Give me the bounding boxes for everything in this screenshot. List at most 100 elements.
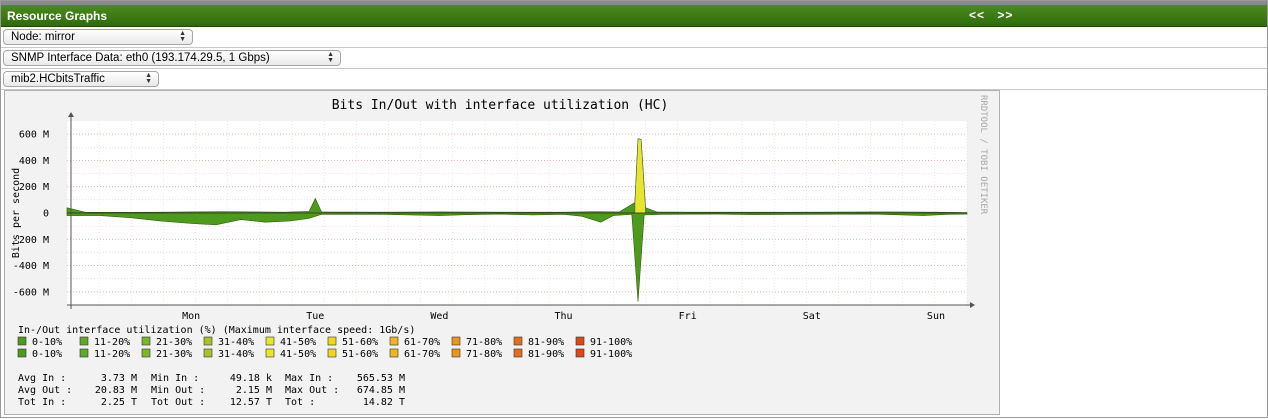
stat-value: 2.25 T xyxy=(101,397,137,408)
legend-label: 81-90% xyxy=(528,337,564,348)
legend-swatch xyxy=(513,336,523,346)
x-tick-label: Fri xyxy=(679,311,697,322)
x-tick-labels: Mon Tue Wed Thu Fri Sat Sun xyxy=(182,311,945,322)
legend-label: 61-70% xyxy=(404,337,440,348)
legend-swatch xyxy=(451,348,461,358)
stat-value: 14.82 T xyxy=(363,397,405,408)
legend-swatch xyxy=(141,336,151,346)
y-tick-label: 600 M xyxy=(19,130,49,141)
legend-swatch xyxy=(79,348,89,358)
legend-label: 91-100% xyxy=(590,337,632,348)
y-axis-arrow xyxy=(68,112,74,117)
legend-label: 51-60% xyxy=(342,337,378,348)
interface-select[interactable]: SNMP Interface Data: eth0 (193.174.29.5,… xyxy=(3,50,341,66)
panel-titlebar: Resource Graphs << >> xyxy=(1,5,1267,27)
series-area-out xyxy=(66,212,968,302)
legend-label: 41-50% xyxy=(280,337,316,348)
legend-swatch xyxy=(451,336,461,346)
stat-value: 49.18 k xyxy=(230,373,272,384)
legend-swatch xyxy=(575,336,585,346)
node-select-row: Node: mirror ▲ ▼ xyxy=(1,27,1267,48)
select-arrows-icon: ▲ ▼ xyxy=(327,51,334,64)
interface-select-row: SNMP Interface Data: eth0 (193.174.29.5,… xyxy=(1,48,1267,69)
stat-value: 20.83 M xyxy=(95,385,137,396)
graph-navigation: << >> xyxy=(969,8,1021,22)
previous-button[interactable]: << xyxy=(969,8,986,22)
rrd-graph-canvas: Bits In/Out with interface utilization (… xyxy=(11,95,988,408)
x-tick-label: Wed xyxy=(430,311,448,322)
legend-swatch xyxy=(17,348,27,358)
legend-swatch xyxy=(17,336,27,346)
panel-title: Resource Graphs xyxy=(7,9,108,23)
x-axis-arrow xyxy=(970,302,975,308)
stat-label: Tot In : xyxy=(18,397,66,408)
rrdtool-watermark: RRDTOOL / TOBI OETIKER xyxy=(978,95,988,215)
x-tick-label: Thu xyxy=(555,311,573,322)
node-select-value: Node: mirror xyxy=(11,31,75,43)
legend-swatch xyxy=(141,348,151,358)
y-tick-label: 200 M xyxy=(19,182,49,193)
legend-label: 0-10% xyxy=(32,337,62,348)
legend-label: 61-70% xyxy=(404,349,440,360)
legend-label: 31-40% xyxy=(218,337,254,348)
y-tick-label: -600 M xyxy=(13,287,49,298)
legend-label: 31-40% xyxy=(218,349,254,360)
legend-header: In-/Out interface utilization (%) (Maxim… xyxy=(18,325,415,336)
stat-label: Avg Out : xyxy=(18,385,72,396)
interface-select-value: SNMP Interface Data: eth0 (193.174.29.5,… xyxy=(11,52,270,64)
legend-label: 0-10% xyxy=(32,349,62,360)
next-button[interactable]: >> xyxy=(997,8,1014,22)
legend-label: 11-20% xyxy=(94,337,130,348)
x-tick-label: Tue xyxy=(306,311,324,322)
legend: In-/Out interface utilization (%) (Maxim… xyxy=(17,325,632,360)
x-tick-label: Sat xyxy=(803,311,821,322)
legend-swatch xyxy=(265,336,275,346)
legend-label: 51-60% xyxy=(342,349,378,360)
node-select[interactable]: Node: mirror ▲ ▼ xyxy=(3,29,193,45)
stat-label: Max In : xyxy=(285,373,333,384)
stat-label: Avg In : xyxy=(18,373,66,384)
legend-swatch xyxy=(203,336,213,346)
metric-select[interactable]: mib2.HCbitsTraffic ▲ ▼ xyxy=(3,71,159,87)
window-top-border xyxy=(1,1,1267,5)
legend-swatch xyxy=(389,348,399,358)
legend-swatch xyxy=(265,348,275,358)
y-tick-label: 400 M xyxy=(19,156,49,167)
stat-label: Min In : xyxy=(151,373,199,384)
axes xyxy=(67,112,975,309)
graph-title: Bits In/Out with interface utilization (… xyxy=(332,98,669,113)
select-arrows-icon: ▲ ▼ xyxy=(179,30,186,43)
legend-swatch xyxy=(203,348,213,358)
stat-label: Min Out : xyxy=(151,385,205,396)
x-tick-label: Sun xyxy=(927,311,945,322)
legend-label: 21-30% xyxy=(156,337,192,348)
legend-label: 81-90% xyxy=(528,349,564,360)
legend-label: 71-80% xyxy=(466,349,502,360)
legend-label: 11-20% xyxy=(94,349,130,360)
legend-swatch xyxy=(389,336,399,346)
y-axis-label: Bits per second xyxy=(11,168,22,258)
legend-label: 71-80% xyxy=(466,337,502,348)
legend-label: 41-50% xyxy=(280,349,316,360)
select-arrows-icon: ▲ ▼ xyxy=(145,72,152,85)
legend-swatch xyxy=(79,336,89,346)
y-tick-label: -400 M xyxy=(13,261,49,272)
y-tick-labels: 600 M 400 M 200 M 0 -200 M -400 M -600 M xyxy=(13,130,49,299)
legend-swatch xyxy=(327,348,337,358)
stat-label: Max Out : xyxy=(285,385,339,396)
legend-swatch xyxy=(575,348,585,358)
legend-swatch xyxy=(327,336,337,346)
legend-swatch xyxy=(513,348,523,358)
series-area-in xyxy=(66,138,968,214)
stat-value: 12.57 T xyxy=(230,397,272,408)
grid-lines xyxy=(66,121,968,305)
stat-value: 565.53 M xyxy=(357,373,405,384)
x-tick-label: Mon xyxy=(182,311,200,322)
metric-select-value: mib2.HCbitsTraffic xyxy=(11,73,105,85)
metric-select-row: mib2.HCbitsTraffic ▲ ▼ xyxy=(1,69,1267,90)
legend-label: 21-30% xyxy=(156,349,192,360)
rrd-graph: Bits In/Out with interface utilization (… xyxy=(4,90,1000,415)
legend-label: 91-100% xyxy=(590,349,632,360)
y-tick-label: -200 M xyxy=(13,235,49,246)
